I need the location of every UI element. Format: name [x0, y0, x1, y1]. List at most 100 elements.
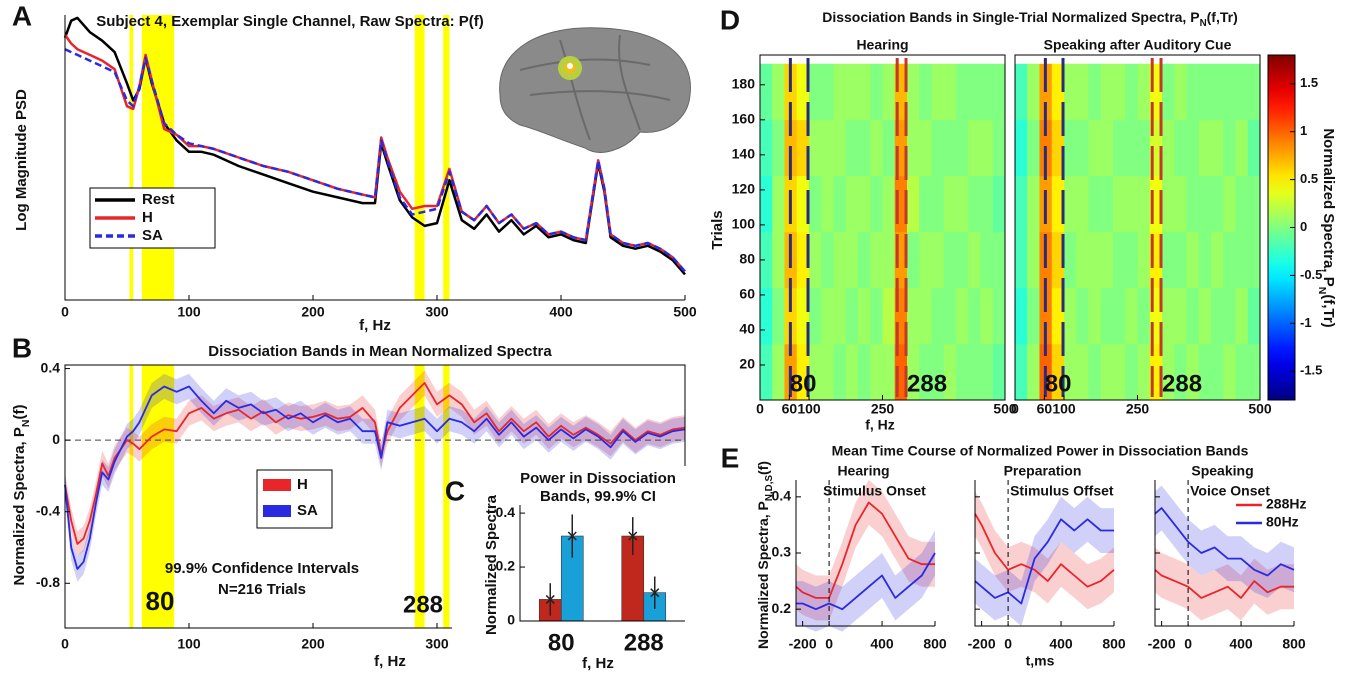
x-tick-label: 100	[1052, 401, 1076, 417]
heat-cell	[1137, 63, 1151, 121]
heat-cell	[1235, 231, 1249, 289]
heat-cell	[1088, 231, 1102, 289]
heat-cell	[772, 175, 785, 233]
heat-cell	[796, 343, 810, 401]
time-course-line	[974, 518, 1114, 605]
y-axis-label-part: (f)	[11, 405, 28, 420]
heat-cell	[919, 175, 932, 233]
spectrum-line	[64, 48, 686, 273]
heat-cell	[1137, 343, 1151, 401]
y-tick-label: 0	[52, 431, 60, 447]
heat-cell	[943, 119, 957, 177]
heat-cell	[931, 231, 945, 289]
heat-cell	[845, 175, 859, 233]
heat-cell	[1015, 343, 1028, 401]
heat-cell	[1051, 175, 1065, 233]
legend-swatch	[263, 479, 291, 491]
x-axis-label: t,ms	[1026, 653, 1055, 669]
error-marker	[628, 531, 638, 541]
heat-cell	[1100, 175, 1114, 233]
y-tick-label: 140	[732, 146, 756, 162]
dissociation-band	[443, 15, 450, 300]
y-tick-label: 0.4	[772, 488, 792, 504]
heat-cell	[882, 175, 896, 233]
heat-cell	[1064, 343, 1077, 401]
y-tick-label: 160	[732, 111, 756, 127]
heat-cell	[1162, 175, 1175, 233]
band-label: 80	[146, 586, 175, 616]
heat-cell	[1174, 119, 1187, 177]
category-label: 288	[624, 629, 664, 656]
y-tick-label: -0.8	[36, 574, 60, 590]
heat-cell	[1235, 343, 1249, 401]
heat-cell	[1211, 119, 1224, 177]
heat-cell	[931, 175, 945, 233]
heat-cell	[956, 63, 969, 121]
event-annotation: Stimulus Offset	[1010, 483, 1114, 499]
band-label: 288	[1162, 370, 1202, 397]
heat-cell	[1051, 119, 1065, 177]
heat-cell	[956, 287, 969, 345]
heat-cell	[1064, 287, 1077, 345]
time-course-line	[796, 552, 936, 611]
panel-subtitle: Hearing	[837, 463, 889, 479]
heat-cell	[796, 119, 810, 177]
heat-cell	[1100, 119, 1114, 177]
legend-label: SA	[297, 502, 318, 519]
heat-cell	[760, 63, 773, 121]
chart-title-part: (f,Tr)	[1207, 9, 1238, 25]
heat-cell	[821, 343, 834, 401]
heat-cell	[956, 231, 969, 289]
heat-cell	[1137, 175, 1151, 233]
heat-cell	[882, 343, 896, 401]
time-course-line	[1154, 569, 1294, 599]
heat-cell	[760, 231, 773, 289]
heat-cell	[833, 63, 847, 121]
x-tick-label: 250	[1126, 401, 1150, 417]
heat-cell	[1162, 231, 1175, 289]
x-axis-label: f, Hz	[374, 653, 406, 670]
panel-subtitle: Speaking	[1191, 463, 1253, 479]
heat-cell	[1223, 343, 1236, 401]
heat-cell	[1198, 63, 1212, 121]
y-tick-label: 0.4	[41, 359, 61, 375]
x-tick-label: 200	[301, 636, 325, 652]
heat-cell	[1247, 175, 1261, 233]
heat-cell	[1186, 231, 1200, 289]
heat-cell	[858, 287, 871, 345]
heat-cell	[1247, 287, 1261, 345]
heat-cell	[1247, 231, 1261, 289]
heat-cell	[845, 119, 859, 177]
x-tick-label: 300	[425, 636, 449, 652]
heat-cell	[956, 119, 969, 177]
heat-cell	[1186, 119, 1200, 177]
heat-cell	[1174, 287, 1187, 345]
y-tick-label: 60	[739, 286, 755, 302]
heat-cell	[833, 343, 847, 401]
heat-cell	[992, 119, 1006, 177]
heat-cell	[845, 287, 859, 345]
y-tick-label: 0.2	[772, 600, 792, 616]
band-label: 288	[403, 591, 443, 618]
x-tick-label: 60	[782, 401, 798, 417]
x-tick-label: 0	[756, 401, 764, 417]
heat-cell	[858, 343, 871, 401]
dissociation-band	[129, 15, 134, 300]
x-tick-label: 800	[1282, 636, 1306, 652]
colorbar-tick-label: -1.5	[1300, 363, 1322, 378]
heat-cell	[772, 119, 785, 177]
dissociation-band	[414, 15, 425, 300]
error-marker	[567, 531, 577, 541]
panel-letter: C	[445, 475, 465, 506]
heat-cell	[907, 63, 920, 121]
panel-subtitle: Preparation	[1004, 463, 1082, 479]
heat-cell	[870, 343, 883, 401]
band-label: 288	[907, 370, 947, 397]
heat-cell	[1186, 287, 1200, 345]
heat-cell	[1235, 287, 1249, 345]
heat-cell	[931, 343, 945, 401]
heat-cell	[1015, 175, 1028, 233]
heat-cell	[1211, 287, 1224, 345]
heat-cell	[882, 287, 896, 345]
legend-label: SA	[142, 227, 163, 244]
